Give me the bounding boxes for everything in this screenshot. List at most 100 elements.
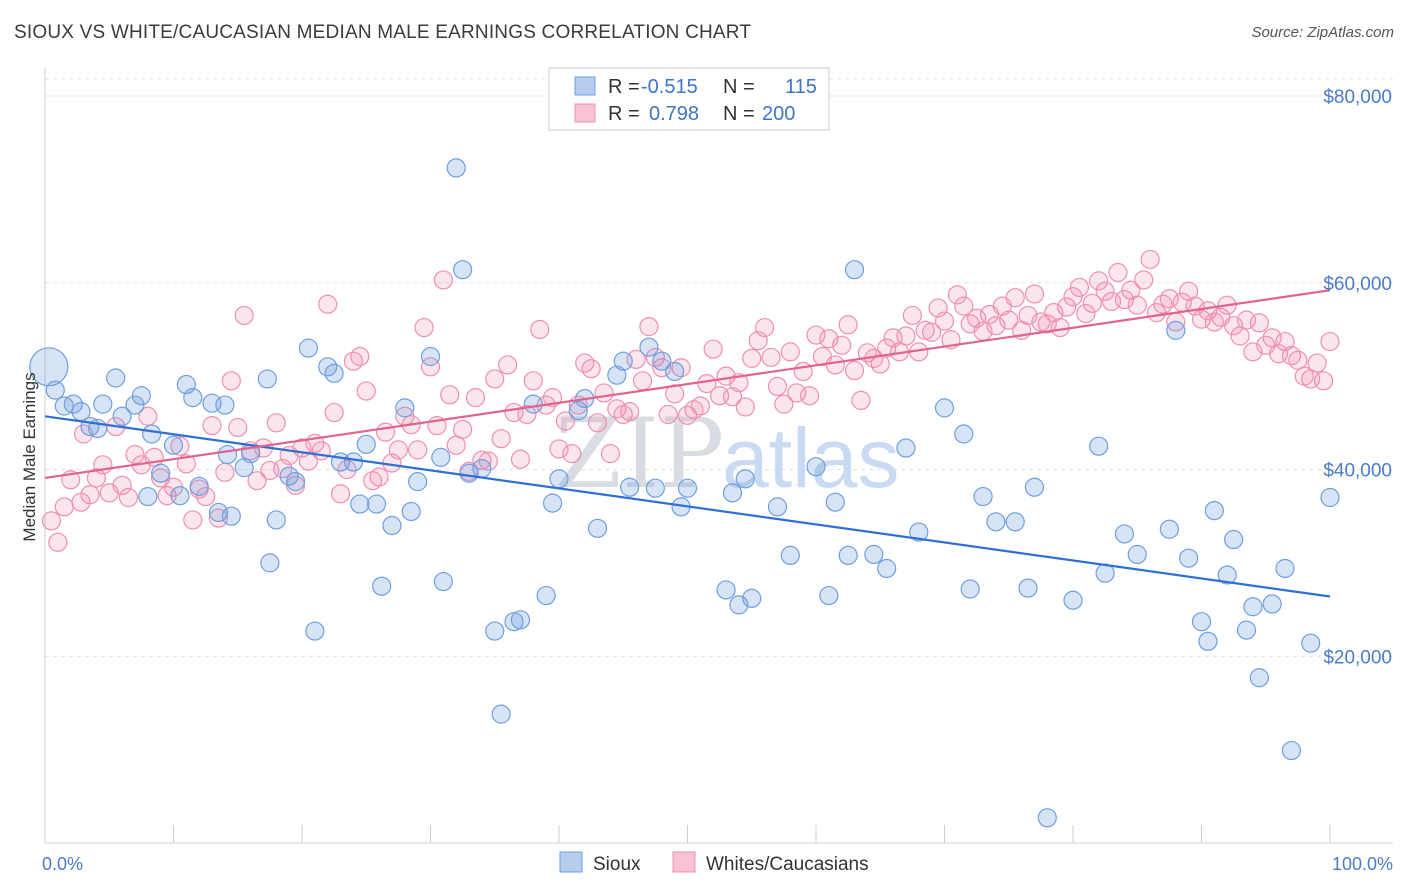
whites-point-198 <box>1313 371 1334 391</box>
whites-point-166 <box>1108 262 1128 283</box>
whites-point-163 <box>1089 271 1109 291</box>
legend-swatch-sioux <box>574 76 596 96</box>
sioux-point-90 <box>954 424 974 444</box>
sioux-point-14 <box>151 463 171 483</box>
whites-point-1 <box>48 532 68 552</box>
sioux-point-49 <box>446 158 466 178</box>
sioux-point-21 <box>208 502 229 523</box>
whites-point-118 <box>799 386 820 406</box>
whites-point-126 <box>851 390 871 411</box>
whites-point-30 <box>234 305 254 326</box>
sioux-point-110 <box>1224 529 1244 550</box>
stats-legend-box <box>548 67 830 131</box>
legend-swatch-whites-bottom <box>672 851 696 873</box>
legend-n-label-sioux: N = <box>723 76 755 98</box>
whites-point-66 <box>465 388 486 408</box>
sioux-point-12 <box>138 486 158 507</box>
sioux-point-81 <box>819 585 839 606</box>
legend-label-sioux: Sioux <box>593 854 641 875</box>
whites-point-2 <box>54 497 74 517</box>
sioux-point-30 <box>285 472 306 492</box>
whites-point-142 <box>954 296 974 316</box>
legend-r-value-whites: 0.798 <box>649 103 699 125</box>
y-tick-labels: $20,000 $40,000 $60,000 $80,000 <box>1323 87 1392 668</box>
sioux-point-44 <box>401 501 421 522</box>
sioux-point-79 <box>780 545 800 566</box>
whites-point-174 <box>1159 289 1179 309</box>
series-legend: Sioux Whites/Caucasians <box>559 851 869 875</box>
sioux-point-0 <box>29 347 69 387</box>
whites-point-164 <box>1095 281 1115 301</box>
sioux-point-9 <box>112 406 132 426</box>
whites-point-73 <box>510 449 531 469</box>
sioux-point-72 <box>677 478 698 498</box>
whites-point-111 <box>754 317 775 338</box>
whites-point-80 <box>555 411 576 431</box>
axes <box>44 68 1393 844</box>
sioux-point-59 <box>542 493 563 513</box>
sioux-point-111 <box>1236 620 1257 640</box>
whites-point-62 <box>440 385 460 405</box>
whites-point-160 <box>1069 277 1090 298</box>
whites-point-93 <box>639 317 659 337</box>
whites-point-29 <box>228 417 248 438</box>
sioux-point-103 <box>1159 519 1179 539</box>
whites-point-69 <box>485 369 505 389</box>
whites-point-109 <box>742 348 762 368</box>
sioux-point-94 <box>1005 512 1025 532</box>
sioux-point-77 <box>742 588 762 608</box>
sioux-point-102 <box>1127 544 1147 565</box>
sioux-point-64 <box>607 365 627 385</box>
sioux-point-113 <box>1249 668 1269 688</box>
chart-source: Source: ZipAtlas.com <box>1251 24 1394 41</box>
whites-point-81 <box>562 444 582 464</box>
sioux-point-54 <box>491 704 511 724</box>
whites-point-28 <box>221 371 241 391</box>
sioux-point-93 <box>986 512 1006 532</box>
sioux-point-99 <box>1089 436 1109 456</box>
sioux-point-98 <box>1063 590 1083 610</box>
sioux-point-32 <box>257 369 277 389</box>
legend-n-label-whites: N = <box>723 103 755 125</box>
y-tick-label-0: $20,000 <box>1323 647 1392 668</box>
sioux-point-84 <box>844 260 865 280</box>
whites-point-84 <box>581 359 601 379</box>
whites-point-130 <box>877 338 897 358</box>
whites-point-12 <box>118 487 139 508</box>
whites-point-22 <box>183 510 203 530</box>
whites-point-48 <box>350 346 370 367</box>
y-tick-label-3: $80,000 <box>1323 87 1392 108</box>
trend-lines <box>44 289 1331 598</box>
sioux-point-3 <box>63 394 83 414</box>
sioux-point-38 <box>350 494 370 514</box>
sioux-point-41 <box>372 576 392 596</box>
sioux-point-74 <box>722 483 743 503</box>
sioux-point-56 <box>510 610 531 630</box>
sioux-point-107 <box>1198 631 1218 651</box>
whites-point-90 <box>620 402 640 422</box>
whites-point-21 <box>176 454 196 474</box>
whites-point-61 <box>433 270 453 290</box>
watermark-atlas: atlas <box>722 411 899 505</box>
sioux-point-117 <box>1301 633 1321 653</box>
whites-trend-line <box>44 289 1331 479</box>
whites-point-59 <box>420 357 441 377</box>
whites-point-24 <box>196 486 216 507</box>
whites-point-46 <box>337 459 357 480</box>
whites-point-159 <box>1063 287 1083 307</box>
legend-n-value-sioux: 115 <box>785 76 817 98</box>
sioux-point-95 <box>1018 578 1038 598</box>
sioux-point-23 <box>221 506 241 526</box>
sioux-point-105 <box>1179 548 1199 568</box>
sioux-point-66 <box>620 477 640 497</box>
sioux-point-88 <box>909 522 929 542</box>
whites-point-133 <box>896 326 916 346</box>
whites-point-40 <box>298 451 319 471</box>
whites-point-86 <box>594 383 614 403</box>
whites-point-58 <box>414 317 434 338</box>
whites-point-192 <box>1275 331 1295 352</box>
whites-point-197 <box>1307 353 1327 373</box>
whites-point-153 <box>1024 284 1045 304</box>
whites-point-137 <box>922 322 942 342</box>
legend-r-label-whites: R = <box>608 103 640 125</box>
